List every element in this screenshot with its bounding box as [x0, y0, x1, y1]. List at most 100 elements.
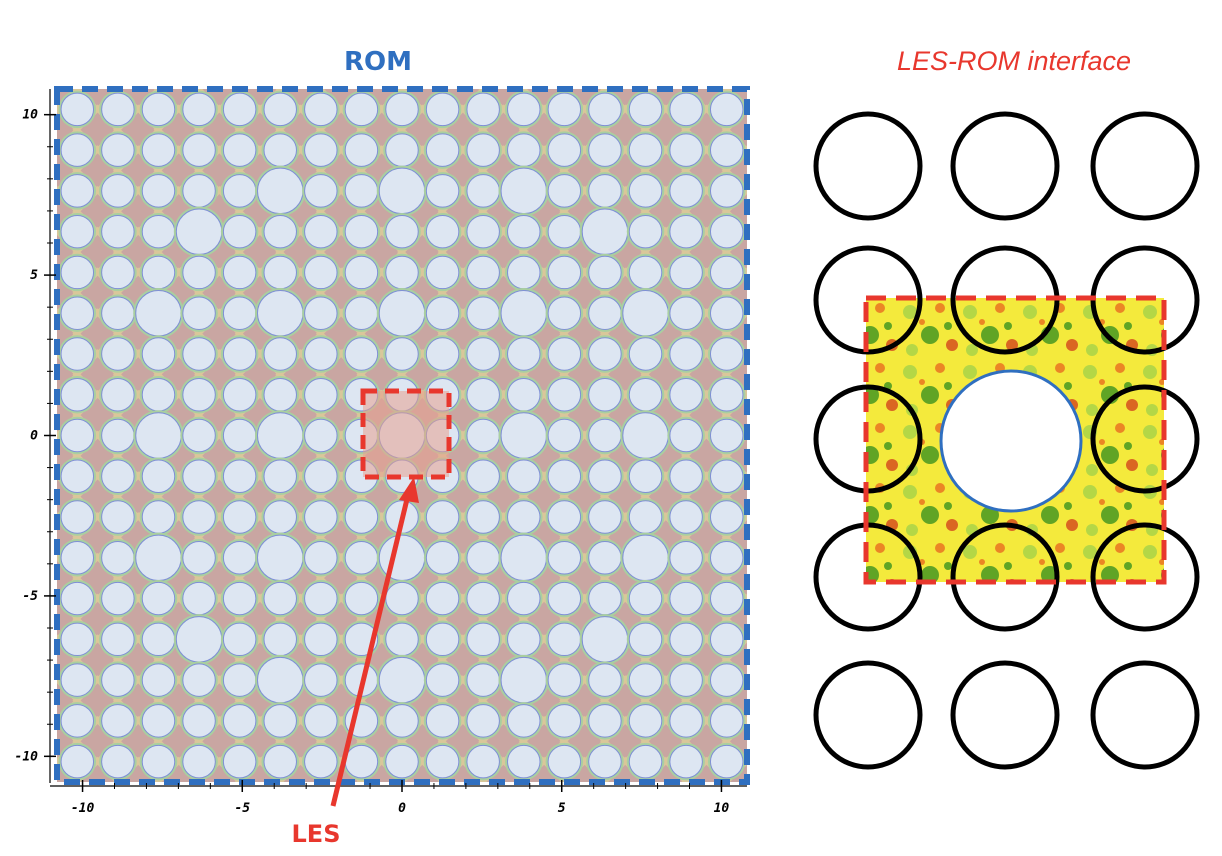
fuel-rod	[101, 663, 135, 697]
fuel-rod	[344, 296, 379, 330]
fuel-rod	[182, 541, 216, 575]
field-contour-inner	[689, 764, 724, 782]
fuel-rod	[709, 541, 744, 575]
fuel-rod	[222, 500, 257, 534]
fuel-rod	[263, 704, 297, 738]
interface-rod	[950, 111, 1060, 221]
interface-les-box	[863, 295, 1167, 585]
x-tick-label: -5	[234, 801, 250, 816]
fuel-rod	[669, 378, 703, 412]
fuel-rod	[344, 255, 379, 290]
fuel-rod	[709, 133, 744, 167]
fuel-rod	[466, 214, 500, 249]
field-contour-inner	[689, 316, 724, 351]
fuel-rod	[182, 663, 216, 697]
field-contour-inner	[689, 357, 724, 392]
fuel-rod	[344, 541, 379, 575]
fuel-rod	[628, 378, 663, 412]
field-contour-inner	[527, 357, 562, 392]
field-contour-inner	[689, 89, 724, 107]
fuel-rod	[222, 459, 257, 494]
fuel-rod	[425, 92, 460, 127]
fuel-rod	[222, 541, 257, 575]
fuel-rod	[101, 174, 135, 208]
fuel-rod	[344, 92, 379, 127]
fuel-rod	[101, 296, 135, 330]
fuel-rod	[182, 174, 216, 208]
fuel-rod	[628, 337, 663, 371]
fuel-rod	[507, 459, 541, 494]
fuel-rod	[507, 133, 541, 167]
field-contour-inner	[486, 234, 521, 270]
fuel-rod	[507, 378, 541, 412]
fuel-rod	[628, 663, 663, 697]
field-contour-inner	[283, 89, 318, 107]
fuel-rod	[547, 663, 582, 697]
fuel-rod	[263, 255, 297, 290]
fuel-rod	[425, 581, 460, 616]
field-contour-inner	[608, 764, 643, 782]
fuel-rod	[466, 174, 500, 208]
guide-tube	[622, 534, 669, 582]
field-contour-inner	[729, 357, 747, 392]
field-contour-inner	[324, 724, 359, 759]
x-tick-label: 10	[714, 801, 730, 816]
fuel-rod	[101, 744, 135, 779]
fuel-rod	[628, 500, 663, 534]
fuel-rod	[507, 500, 541, 534]
field-contour-inner	[689, 438, 724, 474]
field-contour-inner	[689, 724, 724, 759]
interface-rod-grid	[813, 111, 1200, 770]
fuel-rod	[669, 174, 703, 208]
guide-tube	[581, 208, 629, 255]
fuel-rod	[669, 214, 703, 249]
field-contour-inner	[527, 479, 562, 514]
fuel-rod	[60, 92, 95, 127]
x-tick-label: 5	[558, 801, 566, 816]
interface-rod	[1090, 522, 1200, 632]
y-tick-label: -5	[22, 589, 38, 604]
field-contour-inner	[729, 153, 747, 188]
fuel-rod	[466, 418, 500, 453]
fuel-rod	[628, 622, 663, 657]
fuel-rod	[222, 296, 257, 330]
field-contour-inner	[486, 89, 521, 107]
field-contour-inner	[445, 764, 480, 782]
fuel-rod	[628, 133, 663, 167]
field-contour-inner	[324, 89, 359, 107]
fuel-rod	[628, 744, 663, 779]
fuel-rod	[304, 541, 338, 575]
fuel-rod	[588, 174, 622, 208]
fuel-rod	[60, 541, 95, 575]
field-contour-inner	[324, 234, 359, 270]
fuel-rod	[669, 133, 703, 167]
guide-tube	[257, 289, 304, 337]
field-contour-inner	[486, 724, 521, 759]
interface-rod	[813, 111, 923, 221]
field-contour-inner	[527, 234, 562, 270]
guide-tube	[378, 534, 426, 582]
field-contour-inner	[689, 194, 724, 229]
fuel-rod	[60, 296, 95, 330]
field-contour-inner	[729, 724, 747, 759]
fuel-rod	[547, 622, 582, 657]
fuel-rod	[182, 744, 216, 779]
fuel-rod	[101, 133, 135, 167]
field-contour-inner	[405, 234, 440, 270]
fuel-rod	[588, 418, 622, 453]
interface-rod	[813, 660, 923, 770]
fuel-rod	[466, 704, 500, 738]
fuel-rod	[263, 133, 297, 167]
fuel-rod	[263, 581, 297, 616]
field-contour-inner	[729, 479, 747, 514]
fuel-rod	[304, 174, 338, 208]
field-contour-inner	[689, 397, 724, 433]
fuel-rod	[709, 418, 744, 453]
fuel-rod	[101, 255, 135, 290]
fuel-rod	[466, 255, 500, 290]
field-contour-inner	[527, 316, 562, 351]
field-contour-inner	[121, 724, 156, 759]
fuel-rod	[425, 541, 460, 575]
fuel-rod	[304, 255, 338, 290]
fuel-rod	[263, 622, 297, 657]
